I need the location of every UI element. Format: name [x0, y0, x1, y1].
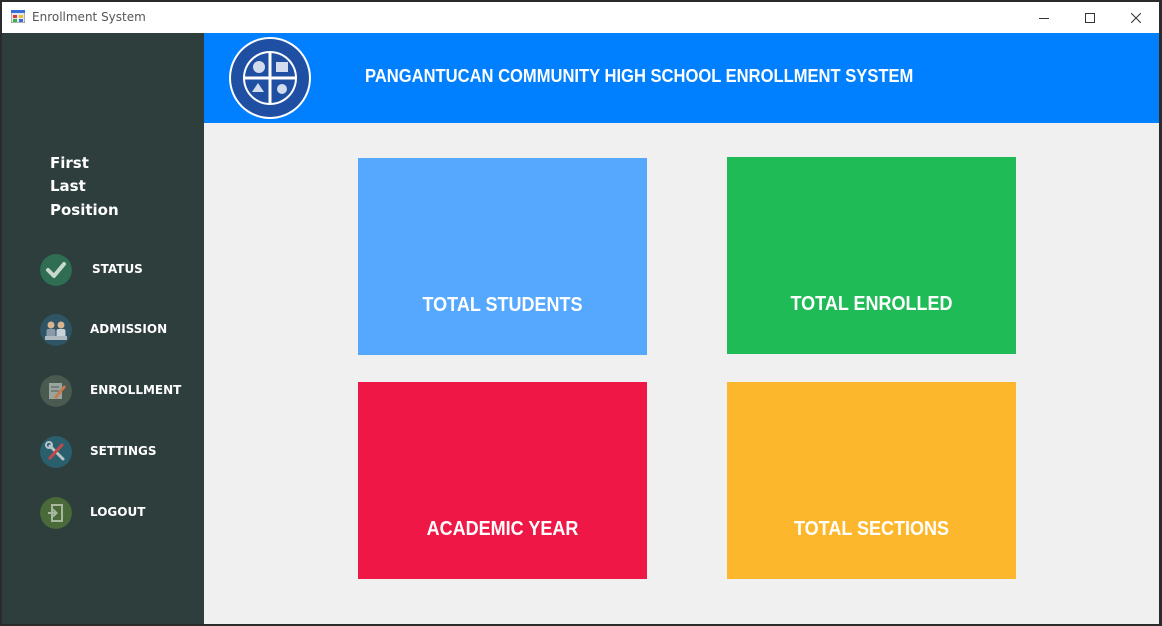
- close-icon: [1131, 12, 1141, 23]
- maximize-icon: [1085, 12, 1095, 23]
- school-seal-logo: [229, 37, 311, 119]
- admission-people-icon: [40, 314, 72, 346]
- nav-settings-label: SETTINGS: [90, 444, 157, 458]
- nav-enrollment[interactable]: ENROLLMENT: [2, 371, 204, 411]
- total-sections-tile[interactable]: TOTAL SECTIONS: [727, 382, 1016, 579]
- profile-last-name: Last: [50, 177, 86, 195]
- nav-logout-label: LOGOUT: [90, 505, 146, 519]
- nav-enrollment-label: ENROLLMENT: [90, 383, 182, 397]
- academic-year-tile[interactable]: ACADEMIC YEAR: [358, 382, 647, 579]
- total-enrolled-label: TOTAL ENROLLED: [790, 293, 953, 315]
- tools-icon: [40, 436, 72, 468]
- close-button[interactable]: [1113, 2, 1159, 33]
- nav-status-label: STATUS: [92, 262, 143, 276]
- minimize-button[interactable]: [1021, 2, 1067, 33]
- header-banner: PANGANTUCAN COMMUNITY HIGH SCHOOL ENROLL…: [204, 33, 1159, 123]
- total-enrolled-tile[interactable]: TOTAL ENROLLED: [727, 157, 1016, 354]
- app-window-icon: [11, 10, 25, 23]
- title-bar[interactable]: Enrollment System: [2, 2, 1159, 33]
- edit-form-icon: [40, 375, 72, 407]
- nav-admission-label: ADMISSION: [90, 322, 168, 336]
- nav-logout[interactable]: LOGOUT: [2, 493, 204, 533]
- profile-position: Position: [50, 201, 119, 219]
- nav-admission[interactable]: ADMISSION: [2, 310, 204, 350]
- window-title: Enrollment System: [32, 10, 146, 24]
- maximize-button[interactable]: [1067, 2, 1113, 33]
- sidebar: First Last Position STATUS ADMISSION: [2, 33, 204, 624]
- system-title: PANGANTUCAN COMMUNITY HIGH SCHOOL ENROLL…: [365, 66, 914, 86]
- total-students-label: TOTAL STUDENTS: [422, 294, 583, 316]
- check-icon: [40, 254, 72, 286]
- academic-year-label: ACADEMIC YEAR: [426, 518, 579, 540]
- nav-status[interactable]: STATUS: [2, 250, 204, 290]
- total-students-tile[interactable]: TOTAL STUDENTS: [358, 158, 647, 355]
- nav-settings[interactable]: SETTINGS: [2, 432, 204, 472]
- total-sections-label: TOTAL SECTIONS: [793, 518, 950, 540]
- profile-first-name: First: [50, 154, 89, 172]
- minimize-icon: [1039, 17, 1049, 19]
- logout-door-icon: [40, 497, 72, 529]
